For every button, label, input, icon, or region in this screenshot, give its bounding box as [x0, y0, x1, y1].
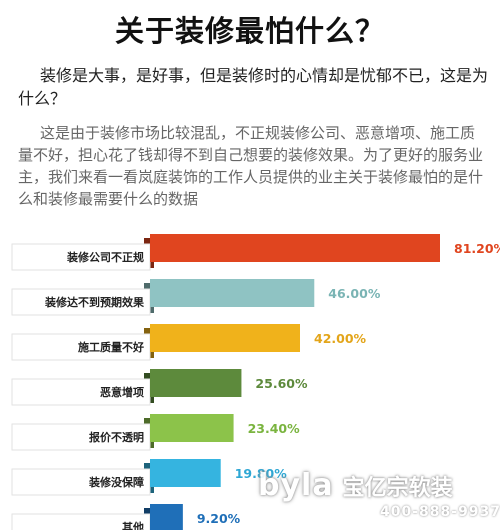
- bar: [150, 324, 300, 352]
- horizontal-bar-chart: 装修公司不正规 81.20% 装修达不到预期效果 46.00% 施工质量不好 42.00%…: [11, 234, 500, 530]
- page-title: 关于装修最怕什么？: [114, 14, 385, 48]
- category-label: 其他: [122, 520, 144, 530]
- bar: [150, 234, 440, 262]
- value-label: 25.60%: [255, 376, 308, 391]
- category-label-box: [11, 423, 151, 451]
- value-label: 19.80%: [235, 466, 288, 481]
- watermark-brand: 宝亿宗软装: [342, 476, 453, 501]
- category-label-box: [11, 333, 151, 361]
- value-label: 23.40%: [248, 421, 301, 436]
- category-label: 装修没保障: [88, 475, 144, 489]
- value-label: 42.00%: [314, 331, 367, 346]
- category-label: 装修达不到预期效果: [44, 295, 144, 309]
- value-label: 46.00%: [328, 286, 381, 301]
- value-label: 9.20%: [197, 511, 241, 526]
- watermark: byla 宝亿宗软装 400-888-9937: [258, 468, 500, 520]
- bar: [150, 369, 242, 397]
- bar: [150, 414, 234, 442]
- value-label: 81.20%: [454, 241, 500, 256]
- intro-paragraph: 这是由于装修市场比较混乱，不正规装修公司、恶意增项、施工质量不好，担心花了钱却得…: [18, 124, 484, 208]
- category-label-box: [11, 468, 151, 496]
- watermark-phone: 400-888-9937: [380, 504, 500, 520]
- bar: [150, 504, 183, 530]
- category-label: 施工质量不好: [78, 340, 144, 354]
- bar: [150, 459, 221, 487]
- category-label: 报价不透明: [89, 430, 144, 444]
- category-label-box: [11, 378, 151, 406]
- bar: [150, 279, 315, 307]
- watermark-logo: byla: [258, 468, 334, 503]
- category-label: 恶意增项: [100, 385, 144, 399]
- category-label: 装修公司不正规: [66, 250, 144, 264]
- question-text: 装修是大事，是好事，但是装修时的心情却是忧郁不已，这是为什么？: [18, 66, 489, 108]
